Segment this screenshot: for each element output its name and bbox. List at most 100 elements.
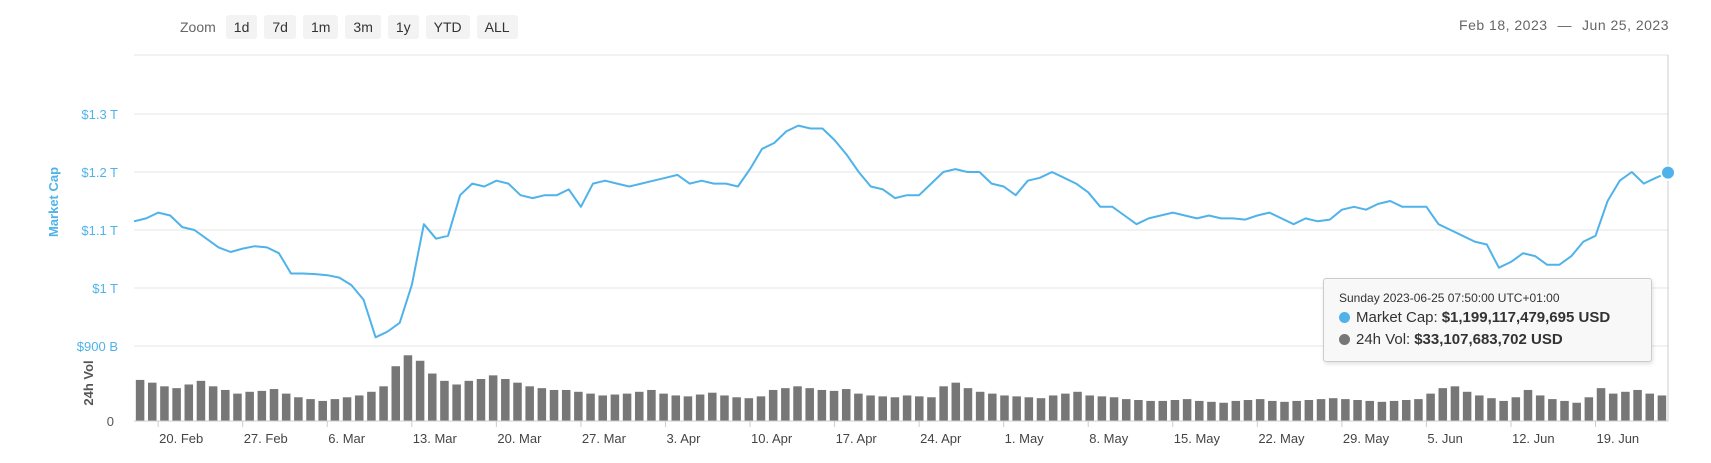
volume-bar bbox=[634, 391, 644, 421]
volume-bar bbox=[196, 380, 206, 421]
volume-bar bbox=[476, 379, 486, 421]
volume-bar bbox=[1657, 395, 1667, 421]
volume-bar bbox=[890, 397, 900, 421]
range-from-input[interactable]: Feb 18, 2023 bbox=[1459, 17, 1548, 33]
volume-bar bbox=[1000, 395, 1009, 421]
volume-bar bbox=[1608, 393, 1618, 421]
y-axis-ticks: $900 B $1 T $1.1 T $1.2 T $1.3 T 0 bbox=[77, 107, 118, 429]
y-tick-label: $1 T bbox=[92, 281, 118, 296]
volume-bar bbox=[586, 393, 595, 421]
volume-bar bbox=[1061, 393, 1070, 421]
volume-bar bbox=[221, 389, 230, 421]
volume-bar bbox=[208, 386, 218, 421]
y-tick-label: $1.1 T bbox=[81, 223, 118, 238]
zoom-button-ytd[interactable]: YTD bbox=[425, 15, 470, 39]
volume-bar bbox=[1134, 400, 1143, 421]
x-tick-label: 19. Jun bbox=[1597, 431, 1640, 446]
x-tick-label: 8. May bbox=[1089, 431, 1129, 446]
range-to-input[interactable]: Jun 25, 2023 bbox=[1582, 17, 1669, 33]
volume-bar bbox=[1523, 389, 1533, 421]
volume-bar bbox=[501, 379, 510, 421]
volume-bar bbox=[1389, 400, 1399, 421]
zoom-button-all[interactable]: ALL bbox=[476, 15, 518, 39]
volume-bar bbox=[610, 394, 620, 421]
volume-bar bbox=[939, 386, 948, 421]
x-tick-label: 29. May bbox=[1343, 431, 1390, 446]
volume-bar bbox=[1195, 400, 1204, 421]
volume-bar bbox=[1535, 395, 1545, 421]
volume-bar bbox=[878, 396, 887, 421]
volume-bar bbox=[342, 397, 352, 421]
volume-bar bbox=[1487, 398, 1496, 421]
tooltip-volume-label: 24h Vol: bbox=[1356, 331, 1411, 348]
volume-dot-icon bbox=[1339, 334, 1350, 345]
volume-bar bbox=[452, 384, 461, 421]
volume-bar bbox=[1499, 400, 1508, 421]
volume-bar bbox=[756, 396, 766, 421]
volume-bar bbox=[1365, 400, 1374, 421]
volume-bar bbox=[683, 396, 693, 421]
volume-bar bbox=[866, 395, 875, 421]
y-axis-title-market-cap: Market Cap bbox=[46, 167, 61, 237]
y-tick-label: $1.2 T bbox=[81, 165, 118, 180]
volume-bar bbox=[817, 389, 827, 421]
volume-bar bbox=[245, 391, 254, 421]
volume-bar bbox=[294, 397, 303, 421]
volume-bar bbox=[172, 388, 181, 421]
y-tick-label: $900 B bbox=[77, 339, 118, 354]
x-tick-label: 17. Apr bbox=[836, 431, 878, 446]
x-tick-label: 12. Jun bbox=[1512, 431, 1555, 446]
x-tick-label: 1. May bbox=[1005, 431, 1045, 446]
market-cap-line bbox=[133, 124, 1669, 339]
x-tick-label: 27. Feb bbox=[244, 431, 288, 446]
volume-bar bbox=[1292, 400, 1301, 421]
volume-bar bbox=[1085, 395, 1094, 421]
x-tick-label: 10. Apr bbox=[751, 431, 793, 446]
volume-bar bbox=[1548, 399, 1557, 421]
volume-bar bbox=[902, 395, 912, 421]
volume-bar bbox=[549, 389, 559, 421]
volume-bar bbox=[1426, 393, 1435, 421]
volume-bar bbox=[1438, 388, 1448, 421]
zoom-button-3m[interactable]: 3m bbox=[345, 15, 381, 39]
volume-bar bbox=[1462, 391, 1472, 421]
volume-bar bbox=[1401, 400, 1411, 421]
volume-bar bbox=[915, 396, 924, 421]
zoom-button-1y[interactable]: 1y bbox=[387, 15, 419, 39]
volume-bar bbox=[1146, 400, 1155, 421]
volume-bar bbox=[1304, 400, 1314, 421]
volume-bars bbox=[135, 355, 1667, 421]
zoom-button-1m[interactable]: 1m bbox=[302, 15, 339, 39]
volume-bar bbox=[1584, 397, 1594, 421]
volume-bar bbox=[1414, 399, 1423, 421]
volume-bar bbox=[1475, 395, 1484, 421]
volume-bar bbox=[1073, 391, 1082, 421]
volume-bar bbox=[354, 395, 364, 421]
volume-bar bbox=[148, 382, 157, 421]
x-axis-ticks: 20. Feb 27. Feb 6. Mar 13. Mar 20. Mar 27. Ma… bbox=[157, 421, 1640, 446]
volume-bar bbox=[829, 390, 839, 421]
tooltip-market-cap-label: Market Cap: bbox=[1356, 309, 1438, 326]
tooltip-volume-value: $33,107,683,702 USD bbox=[1414, 331, 1563, 348]
volume-bar bbox=[1621, 391, 1630, 421]
volume-bar bbox=[281, 393, 291, 421]
volume-bar bbox=[708, 392, 717, 421]
x-tick-label: 6. Mar bbox=[328, 431, 366, 446]
tooltip-timestamp: Sunday 2023-06-25 07:50:00 UTC+01:00 bbox=[1339, 291, 1560, 305]
range-separator: — bbox=[1557, 17, 1573, 33]
volume-bar bbox=[622, 393, 632, 421]
zoom-button-1d[interactable]: 1d bbox=[225, 15, 258, 39]
volume-bar bbox=[488, 375, 498, 421]
tooltip-market-cap-row: Market Cap: $1,199,117,479,695 USD bbox=[1339, 309, 1610, 326]
volume-bar bbox=[988, 393, 997, 421]
volume-bar bbox=[318, 400, 327, 421]
volume-bar bbox=[1328, 398, 1338, 421]
volume-bar bbox=[841, 389, 851, 421]
volume-bar bbox=[525, 386, 534, 421]
volume-bar bbox=[1268, 400, 1277, 421]
volume-bar bbox=[269, 389, 279, 421]
zoom-button-7d[interactable]: 7d bbox=[264, 15, 296, 39]
volume-bar bbox=[1255, 399, 1265, 421]
